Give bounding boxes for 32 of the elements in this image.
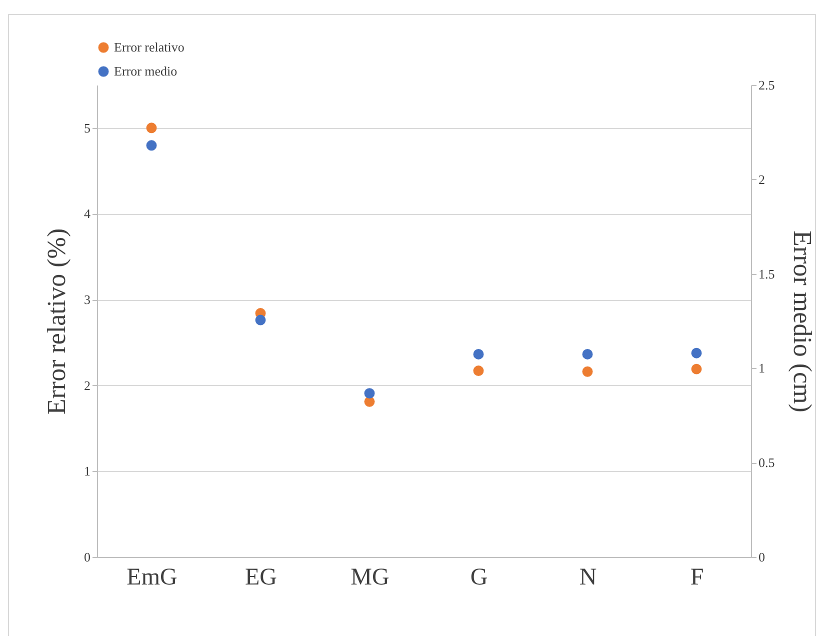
point [691,364,702,374]
x-tick-label: EmG [126,564,178,590]
x-tick-label: N [579,564,597,590]
point [146,140,157,151]
point [146,122,157,134]
y-tick-label: 2 [84,378,90,393]
point [473,366,484,376]
y2-tick-label: 2 [758,172,765,187]
point [582,366,593,377]
y2-axis-title: Error medio (cm) [788,230,817,412]
legend-label: Error relativo [114,40,184,54]
y-tick-label: 5 [84,120,90,136]
point [255,314,266,326]
y2-tick-label: 1.5 [758,266,775,282]
y2-tick-label: 1 [758,360,765,376]
point [473,348,484,360]
x-tick-label: G [470,564,488,590]
point [364,388,375,399]
point [582,348,593,360]
y2-tick-label: 2.5 [758,78,775,92]
y-tick-label: 4 [84,206,91,222]
y2-tick-label: 0.5 [758,455,775,470]
y-axis-title: Error relativo (%) [42,228,71,415]
y2-tick-label: 0 [758,550,765,564]
y-tick-label: 3 [84,292,90,308]
y-tick-label: 0 [84,550,90,564]
x-tick-label: MG [350,564,390,590]
x-tick-label: EG [245,564,277,590]
x-tick-label: F [690,564,704,590]
point [691,348,702,358]
y-tick-label: 1 [84,464,90,479]
legend-label: Error medio [114,64,178,78]
